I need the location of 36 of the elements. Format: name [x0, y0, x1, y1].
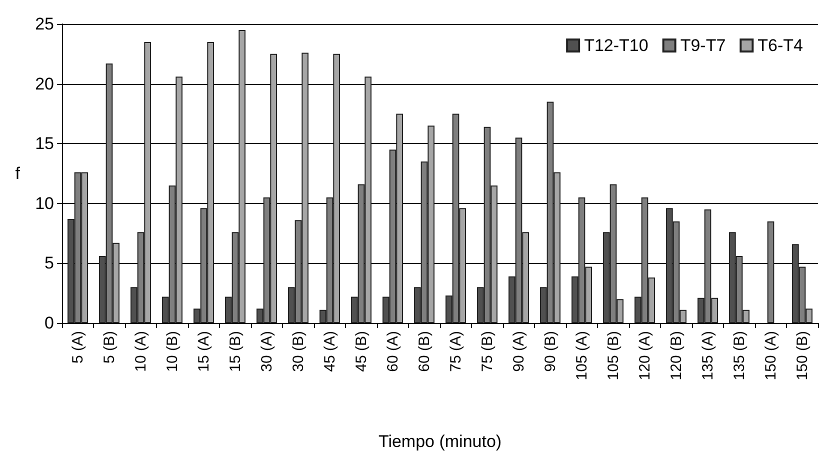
y-axis-title: f — [15, 164, 20, 183]
y-tick-label: 15 — [35, 134, 54, 154]
x-tick-label: 15 (B) — [226, 331, 244, 372]
x-tick-label: 105 (A) — [573, 331, 590, 380]
x-tick-label: 90 (A) — [510, 331, 528, 372]
y-tick-label: 25 — [35, 14, 54, 34]
legend-label: T9-T7 — [680, 36, 726, 55]
x-tick-label: 90 (B) — [542, 331, 559, 372]
x-tick-label: 150 (A) — [762, 331, 780, 380]
x-tick-label: 45 (A) — [321, 331, 338, 372]
x-tick-label: 135 (A) — [699, 331, 716, 380]
x-tick-label: 45 (B) — [352, 331, 370, 372]
x-tick-label: 10 (A) — [132, 331, 150, 372]
x-tick-label: 15 (A) — [195, 331, 212, 372]
x-tick-label: 120 (A) — [636, 331, 654, 380]
x-tick-label: 10 (B) — [164, 331, 181, 372]
x-tick-label: 5 (B) — [100, 331, 118, 364]
y-tick-label: 0 — [44, 314, 54, 332]
y-tick-label: 5 — [44, 254, 54, 273]
y-tick-label: 10 — [35, 194, 54, 213]
x-tick-label: 5 (A) — [69, 331, 86, 364]
x-tick-label: 135 (B) — [730, 331, 748, 380]
x-tick-label: 105 (B) — [604, 331, 622, 380]
x-tick-label: 60 (B) — [416, 331, 433, 372]
x-tick-label: 120 (B) — [668, 331, 685, 380]
x-tick-label: 75 (A) — [447, 331, 464, 372]
x-tick-label: 30 (A) — [258, 331, 276, 372]
x-axis-title: Tiempo (minuto) — [378, 432, 502, 451]
x-tick-label: 150 (B) — [794, 331, 811, 380]
x-tick-label: 60 (A) — [384, 331, 402, 372]
x-tick-label: 30 (B) — [290, 331, 307, 372]
x-tick-label: 75 (B) — [478, 331, 496, 372]
legend-label: T6-T4 — [758, 36, 804, 55]
bar — [767, 221, 774, 323]
legend-label: T12-T10 — [584, 36, 648, 55]
y-tick-label: 20 — [35, 74, 54, 94]
